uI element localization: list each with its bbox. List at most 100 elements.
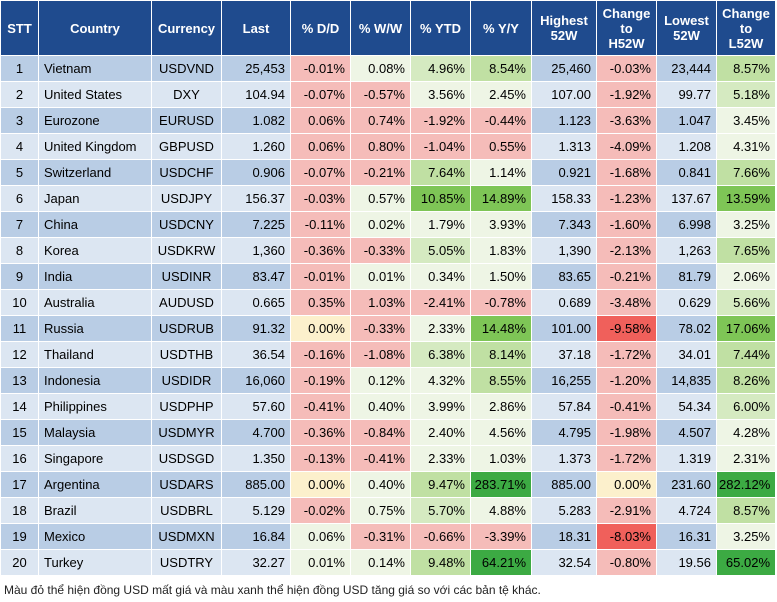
cell-yy: -0.44% — [470, 107, 532, 134]
table-body: 1 Vietnam USDVND 25,453 -0.01% 0.08% 4.96% 8.54… — [0, 55, 776, 576]
cell-last: 4.700 — [221, 419, 291, 446]
cell-stt: 14 — [0, 393, 39, 420]
cell-currency: USDARS — [151, 471, 222, 498]
table-row: 18 Brazil USDBRL 5.129 -0.02% 0.75% 5.70% 4.88%… — [0, 497, 776, 524]
cell-ytd: 6.38% — [410, 341, 471, 368]
table-row: 11 Russia USDRUB 91.32 0.00% -0.33% 2.33% 14.48… — [0, 315, 776, 342]
cell-change-to-l52w: 13.59% — [716, 185, 776, 212]
cell-ytd: 4.96% — [410, 55, 471, 82]
cell-change-to-h52w: -1.72% — [596, 341, 657, 368]
cell-stt: 12 — [0, 341, 39, 368]
cell-lowest-52w: 16.31 — [656, 523, 717, 550]
cell-lowest-52w: 99.77 — [656, 81, 717, 108]
column-header-highest-52w: Highest 52W — [531, 0, 597, 56]
cell-change-to-h52w: -0.21% — [596, 263, 657, 290]
cell-change-to-l52w: 3.25% — [716, 211, 776, 238]
cell-stt: 7 — [0, 211, 39, 238]
cell-currency: EURUSD — [151, 107, 222, 134]
cell-ytd: 2.33% — [410, 445, 471, 472]
cell-change-to-h52w: -0.80% — [596, 549, 657, 576]
table-row: 14 Philippines USDPHP 57.60 -0.41% 0.40% 3.99%… — [0, 393, 776, 420]
cell-highest-52w: 7.343 — [531, 211, 597, 238]
cell-currency: USDTRY — [151, 549, 222, 576]
cell-stt: 17 — [0, 471, 39, 498]
cell-yy: 0.55% — [470, 133, 532, 160]
cell-stt: 13 — [0, 367, 39, 394]
cell-change-to-l52w: 4.28% — [716, 419, 776, 446]
cell-ytd: 3.99% — [410, 393, 471, 420]
cell-yy: 8.55% — [470, 367, 532, 394]
cell-change-to-l52w: 8.57% — [716, 55, 776, 82]
cell-currency: USDCHF — [151, 159, 222, 186]
cell-change-to-h52w: -1.20% — [596, 367, 657, 394]
cell-dd: 0.35% — [290, 289, 351, 316]
cell-stt: 2 — [0, 81, 39, 108]
cell-ww: 1.03% — [350, 289, 411, 316]
cell-ww: 0.80% — [350, 133, 411, 160]
cell-highest-52w: 1.313 — [531, 133, 597, 160]
cell-yy: 8.14% — [470, 341, 532, 368]
cell-dd: -0.19% — [290, 367, 351, 394]
cell-change-to-l52w: 2.06% — [716, 263, 776, 290]
cell-ytd: -2.41% — [410, 289, 471, 316]
cell-change-to-l52w: 8.26% — [716, 367, 776, 394]
cell-country: India — [38, 263, 152, 290]
cell-highest-52w: 158.33 — [531, 185, 597, 212]
cell-ww: 0.01% — [350, 263, 411, 290]
cell-ww: -0.33% — [350, 315, 411, 342]
cell-highest-52w: 4.795 — [531, 419, 597, 446]
cell-currency: USDINR — [151, 263, 222, 290]
cell-change-to-h52w: -1.98% — [596, 419, 657, 446]
cell-change-to-l52w: 4.31% — [716, 133, 776, 160]
cell-highest-52w: 0.689 — [531, 289, 597, 316]
column-header-ww: % W/W — [350, 0, 411, 56]
table-row: 5 Switzerland USDCHF 0.906 -0.07% -0.21% 7.64%… — [0, 159, 776, 186]
cell-ww: 0.74% — [350, 107, 411, 134]
cell-last: 16.84 — [221, 523, 291, 550]
cell-highest-52w: 32.54 — [531, 549, 597, 576]
cell-lowest-52w: 1.047 — [656, 107, 717, 134]
cell-highest-52w: 1.373 — [531, 445, 597, 472]
cell-stt: 11 — [0, 315, 39, 342]
cell-stt: 9 — [0, 263, 39, 290]
cell-highest-52w: 1.123 — [531, 107, 597, 134]
cell-highest-52w: 1,390 — [531, 237, 597, 264]
table-row: 1 Vietnam USDVND 25,453 -0.01% 0.08% 4.96% 8.54… — [0, 55, 776, 82]
cell-lowest-52w: 78.02 — [656, 315, 717, 342]
cell-ww: 0.57% — [350, 185, 411, 212]
cell-change-to-l52w: 7.65% — [716, 237, 776, 264]
column-header-ytd: % YTD — [410, 0, 471, 56]
cell-last: 91.32 — [221, 315, 291, 342]
table-row: 4 United Kingdom GBPUSD 1.260 0.06% 0.80% -1.0… — [0, 133, 776, 160]
table-row: 9 India USDINR 83.47 -0.01% 0.01% 0.34% 1.50% 83… — [0, 263, 776, 290]
cell-dd: -0.16% — [290, 341, 351, 368]
cell-ww: 0.08% — [350, 55, 411, 82]
column-header-country: Country — [38, 0, 152, 56]
cell-change-to-l52w: 2.31% — [716, 445, 776, 472]
cell-change-to-h52w: -3.48% — [596, 289, 657, 316]
cell-ytd: 2.40% — [410, 419, 471, 446]
cell-lowest-52w: 137.67 — [656, 185, 717, 212]
cell-last: 36.54 — [221, 341, 291, 368]
cell-last: 1,360 — [221, 237, 291, 264]
cell-yy: 1.03% — [470, 445, 532, 472]
cell-dd: -0.07% — [290, 81, 351, 108]
cell-country: Malaysia — [38, 419, 152, 446]
cell-lowest-52w: 0.629 — [656, 289, 717, 316]
cell-last: 7.225 — [221, 211, 291, 238]
cell-highest-52w: 18.31 — [531, 523, 597, 550]
cell-country: Mexico — [38, 523, 152, 550]
cell-country: Philippines — [38, 393, 152, 420]
column-header-change-to-l52w: Change to L52W — [716, 0, 776, 56]
cell-change-to-h52w: -0.41% — [596, 393, 657, 420]
cell-change-to-l52w: 5.18% — [716, 81, 776, 108]
cell-lowest-52w: 4.724 — [656, 497, 717, 524]
cell-ytd: 9.47% — [410, 471, 471, 498]
cell-country: Vietnam — [38, 55, 152, 82]
cell-currency: USDIDR — [151, 367, 222, 394]
cell-lowest-52w: 1.319 — [656, 445, 717, 472]
cell-change-to-h52w: -0.03% — [596, 55, 657, 82]
cell-yy: 2.86% — [470, 393, 532, 420]
cell-ww: -0.57% — [350, 81, 411, 108]
cell-yy: 1.83% — [470, 237, 532, 264]
